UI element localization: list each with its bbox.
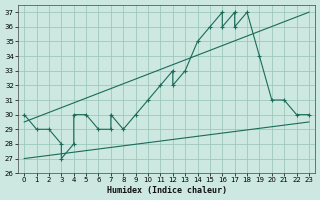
X-axis label: Humidex (Indice chaleur): Humidex (Indice chaleur) bbox=[107, 186, 227, 195]
